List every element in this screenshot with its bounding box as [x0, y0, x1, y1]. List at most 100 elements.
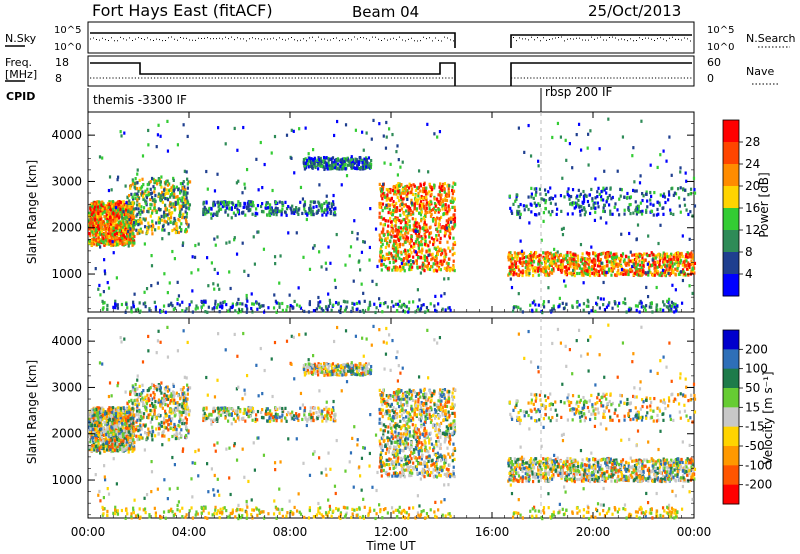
echo-cell [403, 310, 407, 314]
echo-cell [367, 156, 371, 160]
echo-cell [566, 250, 569, 255]
freq-label: Freq. [5, 56, 32, 69]
echo-cell [310, 162, 313, 166]
echo-cell [163, 188, 166, 192]
echo-cell [327, 156, 330, 161]
echo-cell [173, 192, 176, 196]
echo-cell [103, 272, 107, 276]
echo-cell [305, 158, 309, 162]
echo-cell [572, 260, 575, 265]
echo-cell [128, 213, 131, 217]
colorbar-tick-label: 16 [745, 201, 760, 215]
echo-cell [278, 209, 281, 213]
echo-cell [663, 195, 667, 199]
echo-cell [662, 149, 665, 153]
echo-cell [681, 254, 684, 259]
echo-cell [142, 195, 145, 199]
echo-cell [444, 198, 447, 202]
echo-cell [153, 190, 156, 194]
echo-cell [551, 135, 554, 140]
echo-cell [437, 193, 440, 197]
echo-cell [389, 162, 392, 166]
echo-cell [295, 231, 298, 235]
echo-cell [142, 197, 145, 201]
echo-cell [106, 219, 109, 224]
echo-cell [439, 187, 442, 191]
echo-cell [151, 223, 155, 228]
echo-cell [141, 154, 145, 158]
echo-cell [395, 220, 398, 224]
echo-cell [384, 195, 387, 199]
echo-cell [684, 254, 687, 258]
echo-cell [414, 221, 418, 225]
echo-cell [309, 203, 312, 208]
echo-cell [541, 311, 544, 315]
echo-cell [343, 309, 347, 313]
echo-cell [625, 310, 628, 314]
echo-cell [173, 227, 176, 231]
echo-cell [205, 169, 208, 174]
echo-cell [404, 186, 407, 190]
echo-cell [245, 310, 248, 314]
echo-cell [529, 262, 533, 267]
echo-cell [143, 199, 147, 203]
echo-cell [378, 122, 381, 126]
echo-cell [571, 201, 574, 205]
echo-cell [322, 155, 326, 160]
echo-cell [520, 249, 524, 253]
echo-cell [120, 134, 123, 138]
echo-cell [409, 208, 412, 213]
y-tick-label: 2000 [51, 221, 82, 235]
echo-cell [615, 255, 619, 259]
echo-cell [154, 199, 157, 203]
echo-cell [685, 179, 688, 183]
echo-cell [631, 264, 634, 269]
echo-cell [325, 156, 328, 160]
echo-cell [611, 262, 614, 266]
echo-cell [150, 176, 154, 181]
echo-cell [417, 211, 421, 215]
echo-cell [271, 188, 274, 193]
echo-cell [291, 210, 294, 214]
echo-cell [312, 205, 315, 209]
echo-cell [277, 209, 280, 214]
echo-cell [191, 289, 194, 293]
echo-cell [422, 187, 425, 191]
echo-cell [228, 308, 231, 312]
echo-cell [508, 194, 511, 198]
echo-cell [135, 207, 138, 211]
echo-cell [590, 187, 593, 192]
echo-cell [683, 197, 686, 201]
echo-cell [582, 267, 585, 271]
echo-cell [603, 308, 607, 312]
echo-cell [413, 249, 416, 253]
echo-cell [129, 230, 132, 235]
echo-cell [186, 186, 189, 190]
echo-cell [593, 218, 597, 223]
echo-cell [578, 303, 581, 307]
echo-cell [132, 237, 135, 241]
echo-cell [616, 304, 619, 308]
echo-cell [522, 260, 525, 264]
echo-cell [406, 249, 410, 253]
echo-cell [553, 255, 557, 259]
echo-cell [650, 251, 653, 255]
echo-cell [297, 208, 300, 212]
echo-cell [667, 297, 671, 301]
echo-cell [395, 248, 398, 252]
echo-cell [108, 239, 111, 243]
echo-cell [571, 203, 574, 207]
nave-tick-top: 60 [707, 56, 721, 69]
echo-cell [285, 308, 288, 312]
echo-cell [635, 256, 638, 261]
echo-cell [112, 226, 115, 230]
echo-cell [186, 199, 189, 203]
echo-cell [163, 219, 166, 223]
echo-cell [112, 212, 115, 216]
echo-cell [448, 207, 451, 212]
echo-cell [378, 215, 381, 219]
echo-cell [594, 206, 597, 210]
echo-cell [616, 270, 619, 275]
echo-cell [620, 232, 623, 236]
echo-cell [597, 186, 600, 190]
